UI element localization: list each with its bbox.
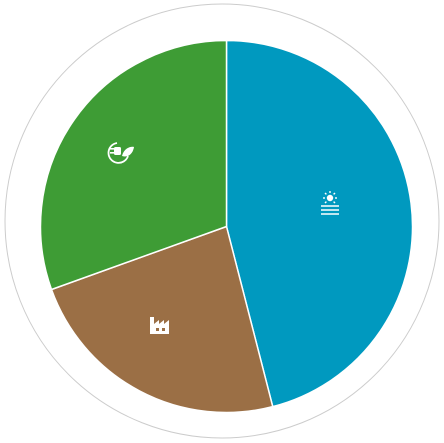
pie-slice [39, 39, 228, 291]
icons [107, 142, 339, 334]
outer-ring [4, 3, 440, 439]
solar-icon [321, 191, 339, 215]
factory-icon [150, 317, 169, 334]
green-energy-icon [107, 142, 134, 164]
pie [39, 39, 414, 414]
pie-slice [225, 39, 414, 408]
pie-slice [50, 225, 274, 414]
